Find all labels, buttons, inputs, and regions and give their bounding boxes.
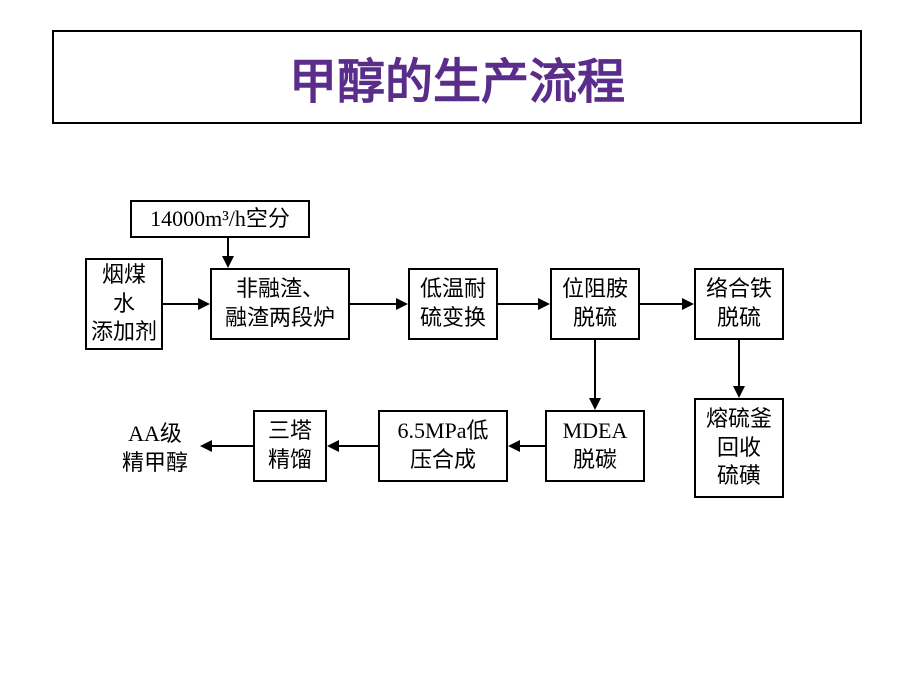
flow-arrow [163,303,200,305]
flow-arrow [594,340,596,400]
arrow-head-icon [327,440,339,452]
flow-node-mdea: MDEA脱碳 [545,410,645,482]
flow-node-furnace: 非融渣、融渣两段炉 [210,268,350,340]
page-title: 甲醇的生产流程 [289,42,625,112]
flow-node-sulfur-recovery: 熔硫釜回收硫磺 [694,398,784,498]
flow-arrow [350,303,398,305]
flow-node-shift: 低温耐硫变换 [408,268,498,340]
arrow-head-icon [198,298,210,310]
flow-arrow [518,445,545,447]
arrow-head-icon [589,398,601,410]
arrow-head-icon [508,440,520,452]
flow-node-amine: 位阻胺脱硫 [550,268,640,340]
flow-arrow [498,303,540,305]
flow-node-coal: 烟煤水添加剂 [85,258,163,350]
arrow-head-icon [538,298,550,310]
arrow-head-icon [222,256,234,268]
flow-output-label: AA级精甲醇 [120,420,190,477]
arrow-head-icon [733,386,745,398]
arrow-head-icon [396,298,408,310]
flow-node-synthesis: 6.5MPa低压合成 [378,410,508,482]
flow-arrow [337,445,378,447]
flow-arrow [640,303,684,305]
arrow-head-icon [200,440,212,452]
page-title-box: 甲醇的生产流程 [52,30,862,124]
flow-arrow [738,340,740,388]
flow-arrow [210,445,253,447]
flow-arrow [227,238,229,258]
flow-node-distill: 三塔精馏 [253,410,327,482]
flow-node-iron: 络合铁脱硫 [694,268,784,340]
flow-node-air-sep: 14000m³/h空分 [130,200,310,238]
arrow-head-icon [682,298,694,310]
